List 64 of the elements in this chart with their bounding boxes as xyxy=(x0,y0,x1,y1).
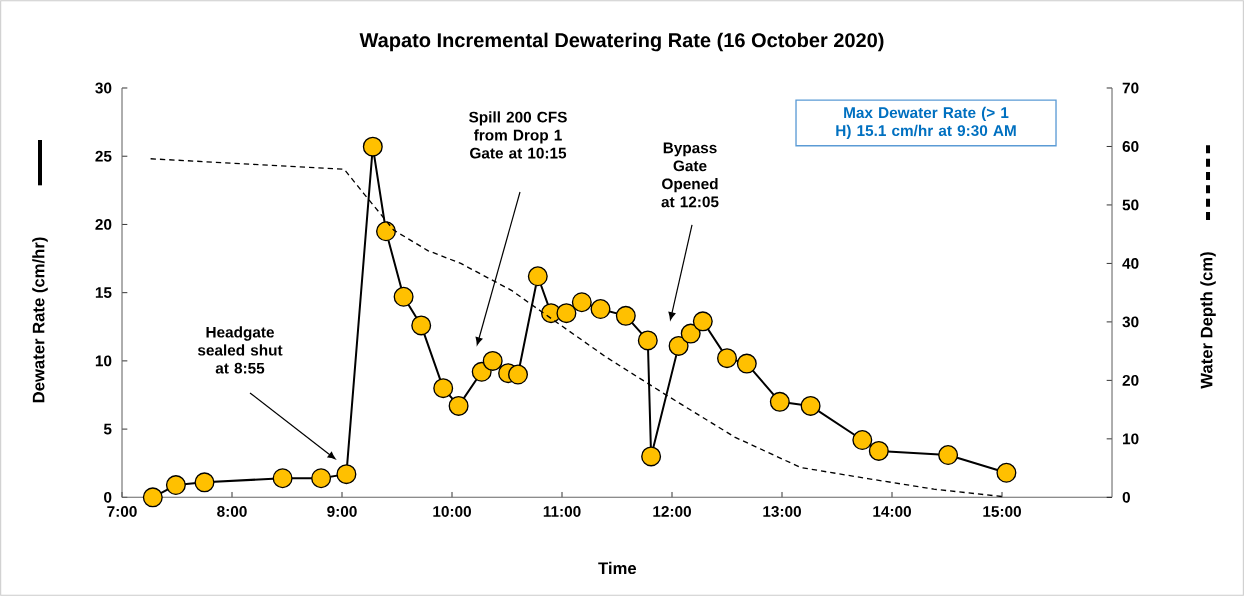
point xyxy=(272,468,293,489)
y2-tick-label: 60 xyxy=(1122,141,1139,152)
x-tick-label: 15:00 xyxy=(983,506,1021,517)
point xyxy=(800,395,821,416)
point xyxy=(996,462,1017,483)
point xyxy=(482,350,503,371)
chart-title: Wapato Incremental Dewatering Rate (16 October 2020) xyxy=(359,32,884,52)
point xyxy=(165,475,186,496)
y-tick-label: 0 xyxy=(104,491,112,503)
y-tick-label: 10 xyxy=(95,355,112,367)
y-tick-label: 5 xyxy=(103,423,112,435)
x-tick-label: 11:00 xyxy=(543,506,581,517)
y-tick-label: 20 xyxy=(95,219,112,230)
annotation: Headgate sealed shut at 8:55 xyxy=(197,326,283,374)
point xyxy=(448,395,469,416)
point xyxy=(641,446,662,467)
point xyxy=(433,378,454,399)
y-tick-label: 15 xyxy=(95,287,112,299)
y-tick-label: 25 xyxy=(95,150,112,162)
point xyxy=(736,353,757,374)
annotation: Bypass Gate Opened at 12:05 xyxy=(661,142,719,208)
point xyxy=(571,292,592,313)
x-tick-label: 10:00 xyxy=(433,506,471,517)
point xyxy=(680,323,701,344)
point xyxy=(527,266,548,287)
x-axis-title: Time xyxy=(598,561,637,575)
y2-tick-label: 30 xyxy=(1122,316,1139,328)
point xyxy=(668,335,689,356)
y2-tick-label: 0 xyxy=(1122,491,1130,503)
point xyxy=(508,364,529,385)
point xyxy=(311,468,332,489)
y2-tick-label: 70 xyxy=(1122,82,1139,94)
point xyxy=(615,305,636,326)
y2-tick-label: 20 xyxy=(1122,374,1139,386)
point xyxy=(411,315,432,336)
point xyxy=(194,472,215,493)
point xyxy=(769,391,790,412)
x-tick-label: 8:00 xyxy=(217,506,247,517)
x-tick-label: 14:00 xyxy=(873,506,911,517)
x-tick-label: 9:00 xyxy=(327,506,357,517)
annotation: Max Dewater Rate (> 1 H) 15.1 cm/hr at 9:30 AM xyxy=(836,106,1016,140)
point xyxy=(868,440,889,461)
x-tick-label: 7:00 xyxy=(107,506,137,517)
point xyxy=(393,286,414,307)
y-tick-label: 30 xyxy=(95,82,112,94)
point xyxy=(852,430,873,451)
y2-tick-label: 50 xyxy=(1122,199,1139,211)
point xyxy=(637,330,658,351)
point xyxy=(362,136,383,157)
point xyxy=(717,348,738,369)
point xyxy=(376,221,397,242)
point xyxy=(336,464,357,485)
point xyxy=(556,303,577,324)
x-tick-label: 13:00 xyxy=(763,506,801,517)
point xyxy=(590,299,611,320)
x-tick-label: 12:00 xyxy=(653,506,691,517)
y-axis-title: Dewater Rate (cm/hr) xyxy=(32,237,48,403)
point xyxy=(938,445,959,466)
y2-tick-label: 10 xyxy=(1123,433,1139,445)
point xyxy=(692,311,713,332)
y2-tick-label: 40 xyxy=(1122,258,1139,269)
annotation: Spill 200 CFS from Drop 1 Gate at 10:15 xyxy=(469,111,567,159)
y2-axis-title: Water Depth (cm) xyxy=(1200,252,1216,389)
point xyxy=(142,487,163,508)
